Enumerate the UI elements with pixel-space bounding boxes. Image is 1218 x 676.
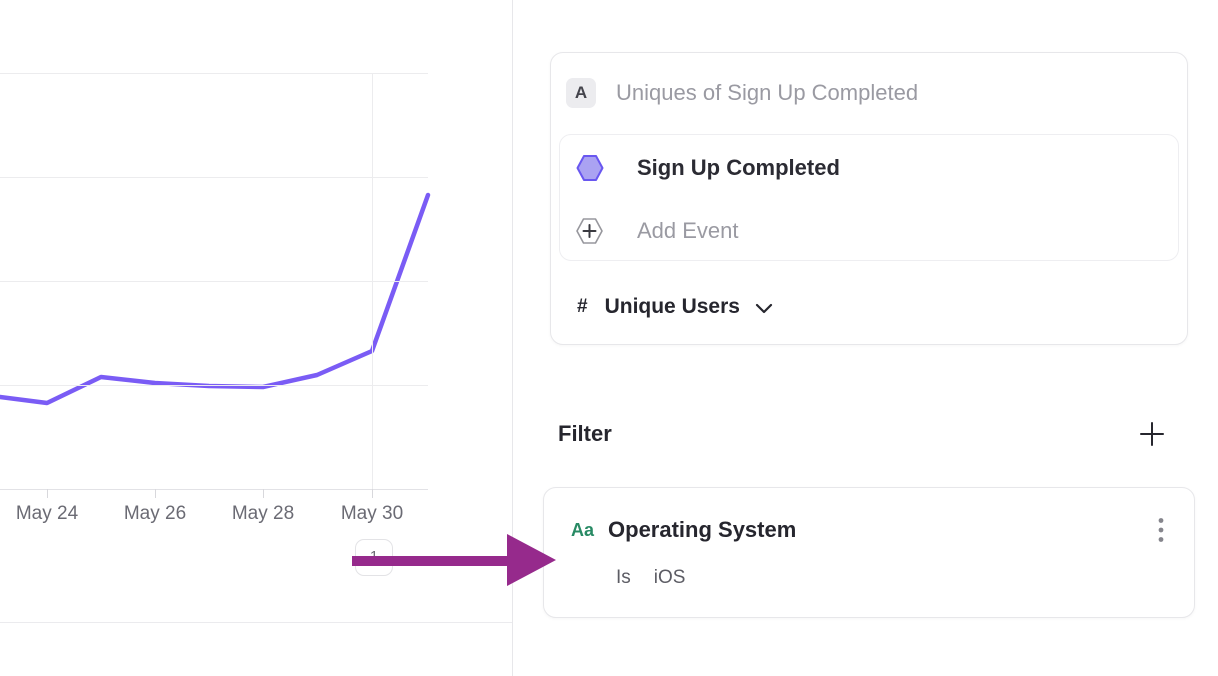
x-axis-label: May 24 — [15, 503, 79, 524]
x-axis-label: May 30 — [340, 503, 404, 524]
x-axis-tick — [155, 489, 156, 498]
property-type-icon: Aa — [571, 519, 595, 540]
gridline-horizontal — [0, 385, 428, 386]
metric-header[interactable]: A Uniques of Sign Up Completed — [566, 77, 918, 109]
pagination-label: 1 — [369, 547, 379, 565]
filter-operator[interactable]: Is — [616, 567, 631, 588]
x-axis-tick — [263, 489, 264, 498]
filter-row: Aa Operating System — [571, 514, 1166, 546]
panel-divider — [512, 0, 513, 676]
aggregation-selector[interactable]: # Unique Users — [577, 292, 773, 322]
x-axis-tick — [372, 489, 373, 498]
chart-line — [0, 192, 431, 406]
metric-card: A Uniques of Sign Up Completed Sign Up C… — [550, 52, 1188, 345]
pagination-badge[interactable]: 1 — [355, 539, 393, 576]
filter-property[interactable]: Operating System — [608, 517, 797, 542]
add-event-icon — [575, 217, 604, 245]
event-card: Sign Up Completed Add Event — [559, 134, 1179, 261]
metric-title: Uniques of Sign Up Completed — [616, 80, 919, 105]
gridline-horizontal — [0, 73, 428, 74]
gridline-horizontal — [0, 281, 428, 282]
add-event-button[interactable]: Add Event — [575, 216, 739, 246]
filter-condition: Is iOS — [616, 565, 685, 591]
event-hexagon-icon — [576, 154, 604, 182]
aggregation-type-symbol: # — [577, 296, 588, 317]
filter-section-header: Filter — [543, 411, 1195, 457]
series-letter-badge: A — [566, 78, 596, 108]
horizontal-divider — [0, 622, 512, 623]
chart-panel: May 24 May 26 May 28 May 30 1 — [0, 0, 512, 676]
plus-icon — [1140, 422, 1164, 446]
add-event-label: Add Event — [637, 218, 739, 243]
event-row[interactable]: Sign Up Completed — [576, 153, 840, 183]
event-name: Sign Up Completed — [637, 155, 840, 180]
x-axis-line — [0, 489, 428, 490]
x-axis-label: May 26 — [123, 503, 187, 524]
aggregation-label: Unique Users — [604, 295, 740, 318]
gridline-horizontal — [0, 177, 428, 178]
chevron-down-icon — [755, 303, 773, 314]
filter-card: Aa Operating System Is iOS — [543, 487, 1195, 618]
gridline-vertical — [372, 73, 373, 489]
x-axis-label: May 28 — [231, 503, 295, 524]
x-axis-tick — [47, 489, 48, 498]
chart-plot: May 24 May 26 May 28 May 30 — [0, 0, 445, 540]
kebab-menu-icon[interactable] — [1156, 515, 1166, 545]
filter-value[interactable]: iOS — [653, 567, 686, 588]
add-filter-button[interactable] — [1139, 421, 1165, 447]
chart-line-svg — [0, 192, 431, 406]
filter-section-title: Filter — [558, 421, 612, 446]
